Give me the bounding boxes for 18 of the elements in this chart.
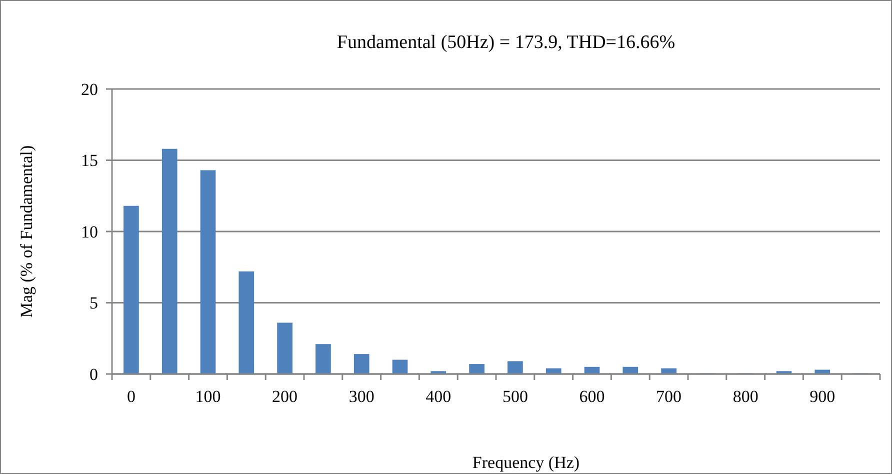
x-tick-label: 600	[579, 387, 605, 406]
x-tick-label: 800	[732, 387, 758, 406]
x-tick-label: 0	[126, 387, 136, 406]
x-tick-label: 700	[656, 387, 682, 406]
y-tick-label: 0	[90, 364, 98, 384]
x-tick-label: 300	[348, 387, 374, 406]
y-axis-title: Mag (% of Fundamental)	[17, 145, 36, 318]
x-tick-label: 500	[502, 387, 528, 406]
x-tick-label: 200	[272, 387, 298, 406]
y-tick-label: 20	[81, 80, 98, 99]
chart-title: Fundamental (50Hz) = 173.9, THD=16.66%	[336, 32, 676, 53]
x-tick-label: 900	[810, 387, 836, 406]
y-tick-label: 10	[81, 222, 98, 242]
x-tick-label: 100	[195, 387, 221, 406]
y-tick-label: 5	[90, 294, 98, 313]
x-axis-title: Frequency (Hz)	[472, 453, 580, 472]
y-tick-label: 15	[81, 151, 98, 170]
x-tick-label: 400	[426, 387, 452, 406]
